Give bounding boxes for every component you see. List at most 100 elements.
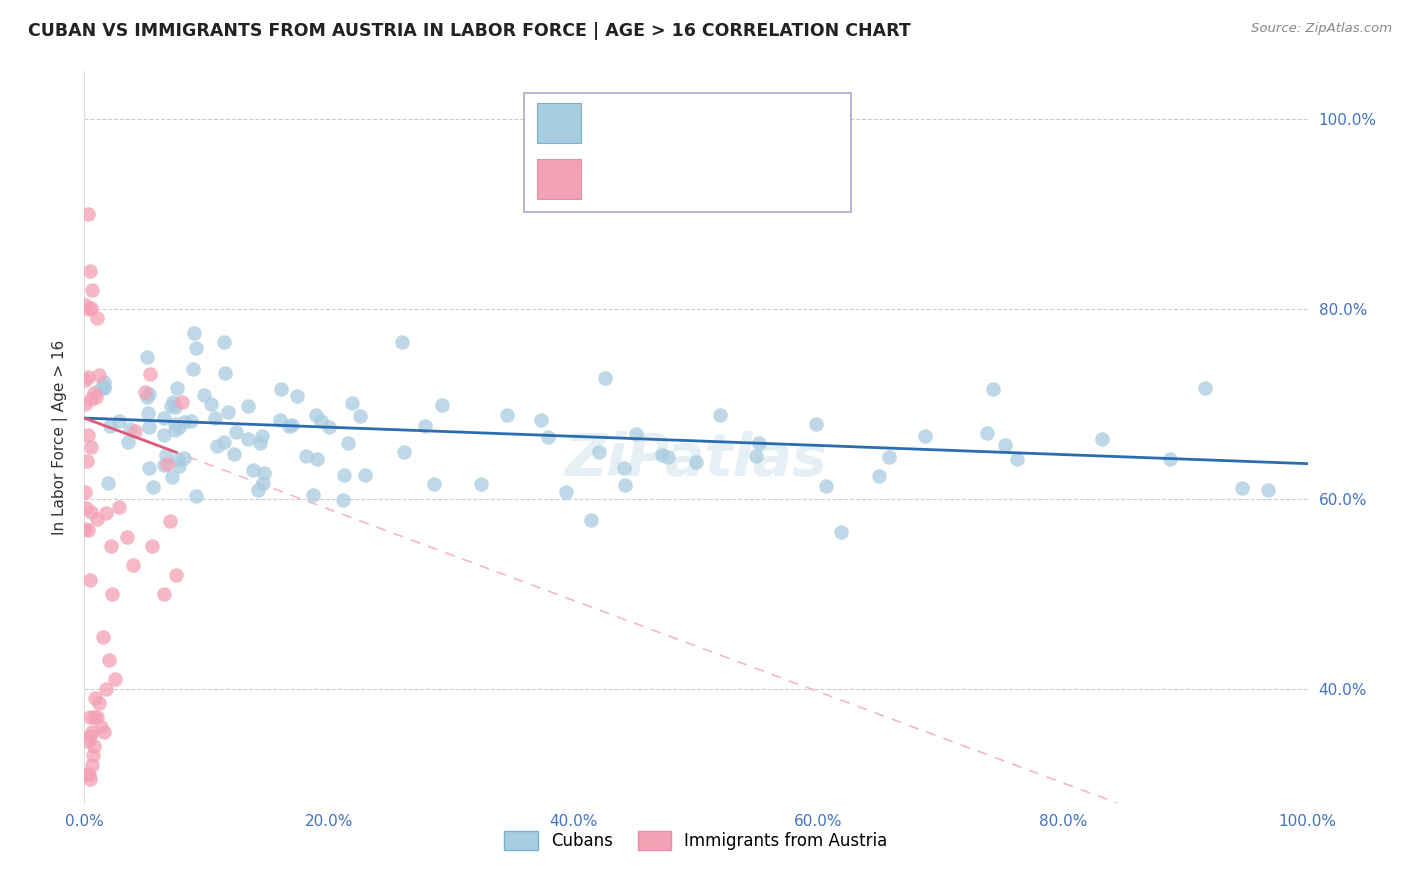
Cubans bbox=[1159, 451, 1181, 466]
Immigrants from Austria bbox=[79, 301, 101, 315]
Legend: Cubans, Immigrants from Austria: Cubans, Immigrants from Austria bbox=[498, 824, 894, 856]
Immigrants from Austria bbox=[170, 394, 193, 409]
Immigrants from Austria bbox=[80, 724, 103, 739]
Cubans bbox=[181, 362, 204, 376]
Immigrants from Austria bbox=[80, 757, 103, 772]
Cubans bbox=[207, 438, 229, 452]
Immigrants from Austria bbox=[122, 558, 145, 573]
Cubans bbox=[626, 427, 648, 442]
Immigrants from Austria bbox=[77, 207, 100, 221]
Immigrants from Austria bbox=[79, 573, 101, 587]
Cubans bbox=[152, 411, 174, 425]
Cubans bbox=[294, 449, 316, 463]
Immigrants from Austria bbox=[75, 484, 97, 499]
Cubans bbox=[163, 417, 186, 431]
Cubans bbox=[138, 407, 160, 421]
Cubans bbox=[354, 468, 377, 483]
Immigrants from Austria bbox=[83, 739, 105, 753]
Cubans bbox=[93, 380, 115, 394]
Cubans bbox=[236, 399, 259, 413]
Immigrants from Austria bbox=[91, 630, 114, 644]
Cubans bbox=[167, 453, 190, 467]
Cubans bbox=[804, 417, 827, 431]
Immigrants from Austria bbox=[115, 530, 138, 544]
Cubans bbox=[318, 419, 340, 434]
Cubans bbox=[247, 483, 270, 497]
Y-axis label: In Labor Force | Age > 16: In Labor Force | Age > 16 bbox=[52, 340, 69, 534]
Cubans bbox=[748, 435, 770, 450]
Immigrants from Austria bbox=[77, 427, 100, 442]
Text: CUBAN VS IMMIGRANTS FROM AUSTRIA IN LABOR FORCE | AGE > 16 CORRELATION CHART: CUBAN VS IMMIGRANTS FROM AUSTRIA IN LABO… bbox=[28, 22, 911, 40]
Immigrants from Austria bbox=[87, 368, 110, 383]
Cubans bbox=[614, 478, 637, 492]
Immigrants from Austria bbox=[141, 539, 163, 553]
Cubans bbox=[93, 375, 115, 389]
Cubans bbox=[163, 423, 186, 437]
Cubans bbox=[332, 468, 354, 483]
Cubans bbox=[93, 381, 115, 395]
Cubans bbox=[183, 326, 205, 340]
Immigrants from Austria bbox=[76, 524, 98, 538]
Cubans bbox=[579, 513, 602, 527]
Cubans bbox=[160, 470, 183, 484]
Immigrants from Austria bbox=[73, 397, 96, 411]
Cubans bbox=[496, 408, 519, 422]
Cubans bbox=[914, 429, 936, 443]
Cubans bbox=[136, 390, 159, 404]
Immigrants from Austria bbox=[101, 587, 124, 601]
Immigrants from Austria bbox=[159, 514, 181, 528]
Cubans bbox=[814, 479, 837, 493]
Cubans bbox=[554, 485, 576, 500]
Cubans bbox=[108, 414, 131, 428]
Cubans bbox=[709, 408, 731, 422]
Cubans bbox=[138, 387, 160, 401]
Cubans bbox=[981, 382, 1004, 396]
Cubans bbox=[337, 435, 360, 450]
Cubans bbox=[138, 419, 160, 434]
Cubans bbox=[252, 476, 274, 491]
Cubans bbox=[685, 455, 707, 469]
Immigrants from Austria bbox=[76, 369, 98, 384]
Cubans bbox=[160, 399, 183, 413]
Cubans bbox=[391, 335, 413, 350]
Cubans bbox=[281, 418, 304, 433]
Cubans bbox=[285, 389, 308, 403]
Immigrants from Austria bbox=[90, 720, 112, 734]
Cubans bbox=[214, 334, 236, 349]
Cubans bbox=[470, 477, 492, 491]
Cubans bbox=[868, 469, 890, 483]
Cubans bbox=[193, 388, 215, 402]
Cubans bbox=[173, 415, 195, 429]
Immigrants from Austria bbox=[77, 767, 100, 781]
Cubans bbox=[98, 419, 121, 434]
Cubans bbox=[1257, 483, 1279, 497]
Immigrants from Austria bbox=[77, 301, 100, 316]
Immigrants from Austria bbox=[153, 587, 176, 601]
Cubans bbox=[529, 413, 551, 427]
Immigrants from Austria bbox=[100, 539, 122, 553]
Cubans bbox=[135, 350, 157, 364]
Immigrants from Austria bbox=[84, 390, 107, 404]
Text: R = -0.148   N = 108: R = -0.148 N = 108 bbox=[595, 114, 768, 132]
Immigrants from Austria bbox=[156, 458, 179, 472]
Cubans bbox=[588, 445, 610, 459]
Cubans bbox=[166, 381, 188, 395]
Immigrants from Austria bbox=[79, 729, 101, 743]
Cubans bbox=[117, 435, 139, 450]
Cubans bbox=[269, 412, 291, 426]
Cubans bbox=[657, 450, 679, 464]
Text: Source: ZipAtlas.com: Source: ZipAtlas.com bbox=[1251, 22, 1392, 36]
Immigrants from Austria bbox=[86, 311, 108, 326]
Cubans bbox=[613, 460, 636, 475]
Cubans bbox=[1230, 481, 1253, 495]
Immigrants from Austria bbox=[86, 512, 108, 526]
Cubans bbox=[153, 428, 176, 442]
Immigrants from Austria bbox=[82, 748, 104, 763]
Immigrants from Austria bbox=[79, 772, 101, 786]
Cubans bbox=[830, 524, 852, 539]
Cubans bbox=[415, 419, 437, 434]
Cubans bbox=[242, 463, 264, 477]
Cubans bbox=[253, 466, 276, 480]
Cubans bbox=[302, 488, 325, 502]
Immigrants from Austria bbox=[75, 501, 97, 516]
